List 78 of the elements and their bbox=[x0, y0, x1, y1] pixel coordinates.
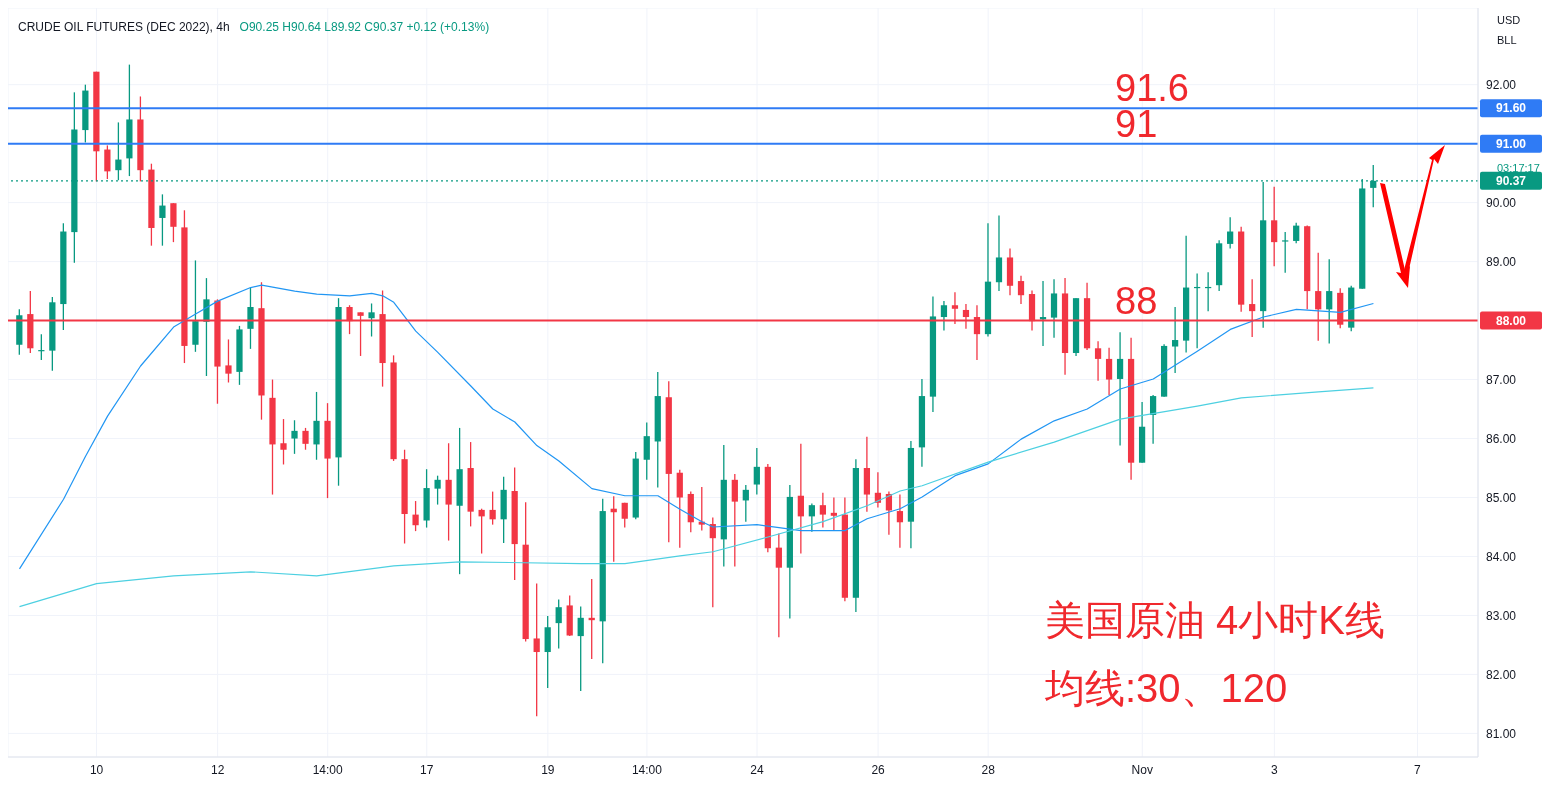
ref-line-label: 91.60 bbox=[1495, 101, 1527, 116]
candlestick bbox=[302, 427, 309, 451]
x-tick-label: 19 bbox=[541, 762, 555, 777]
candlestick bbox=[1017, 275, 1025, 305]
y-tick-label: 89.00 bbox=[1486, 254, 1517, 269]
ref-line-label: 91.00 bbox=[1495, 136, 1527, 151]
candlestick bbox=[808, 502, 815, 533]
x-tick-label: 14:00 bbox=[631, 762, 663, 777]
candlestick bbox=[753, 447, 760, 496]
text: BLL bbox=[1497, 34, 1517, 46]
x-tick-label: Nov bbox=[1131, 762, 1153, 777]
annotation: 88 bbox=[1115, 279, 1158, 322]
y-tick-label: 87.00 bbox=[1486, 372, 1517, 387]
candlestick bbox=[291, 419, 298, 455]
y-tick-label: 84.00 bbox=[1486, 549, 1517, 564]
line-series bbox=[18, 284, 1375, 570]
candlestick bbox=[533, 582, 540, 717]
y-tick-label: 90.00 bbox=[1486, 195, 1517, 210]
y-tick-label: 81.00 bbox=[1486, 726, 1517, 741]
candlestick bbox=[896, 493, 904, 549]
candlestick bbox=[203, 277, 210, 377]
candlestick bbox=[478, 508, 485, 555]
candlestick bbox=[225, 338, 232, 384]
candlestick bbox=[170, 202, 177, 243]
candlestick bbox=[412, 500, 419, 532]
candlestick bbox=[434, 475, 441, 506]
candlestick bbox=[1282, 231, 1289, 274]
candlestick bbox=[819, 492, 826, 529]
candlestick bbox=[489, 490, 496, 526]
x-tick-label: 7 bbox=[1414, 762, 1422, 777]
candlestick bbox=[104, 144, 111, 180]
candlestick bbox=[621, 502, 628, 529]
candlestick bbox=[1105, 347, 1113, 396]
x-tick-label: 24 bbox=[750, 762, 764, 777]
candlestick bbox=[742, 484, 749, 523]
x-tick-label: 12 bbox=[210, 762, 225, 777]
candlestick bbox=[192, 259, 199, 353]
candlestick bbox=[247, 286, 254, 350]
x-tick-label: 17 bbox=[420, 762, 434, 777]
text: USD bbox=[1497, 14, 1521, 26]
candlestick bbox=[775, 532, 782, 638]
candlestick bbox=[1293, 222, 1300, 244]
candlestick bbox=[1149, 394, 1157, 445]
ref-line-label: 90.37 bbox=[1495, 173, 1527, 188]
annotation: 均线:30、120 bbox=[1044, 666, 1288, 710]
candlestick bbox=[797, 443, 804, 555]
x-tick-label: 10 bbox=[89, 762, 104, 777]
candlestick bbox=[577, 605, 584, 692]
candlestick bbox=[115, 121, 122, 181]
candlestick bbox=[1094, 340, 1102, 382]
candlestick bbox=[643, 421, 650, 481]
candlestick bbox=[368, 302, 375, 338]
y-tick-label: 86.00 bbox=[1486, 431, 1517, 446]
candlestick bbox=[313, 391, 320, 461]
text: CRUDE OIL FUTURES (DEC 2022), 4h bbox=[18, 20, 230, 34]
y-tick-label: 82.00 bbox=[1486, 667, 1517, 682]
x-tick-label: 3 bbox=[1271, 762, 1279, 777]
text: O90.25 H90.64 L89.92 C90.37 +0.12 (+0.13%) bbox=[239, 20, 490, 34]
candlestick bbox=[731, 473, 738, 568]
candlestick bbox=[555, 598, 562, 650]
candlestick bbox=[1116, 331, 1124, 447]
candlestick bbox=[1326, 258, 1333, 345]
y-tick-label: 92.00 bbox=[1486, 77, 1517, 92]
candlestick bbox=[940, 300, 948, 332]
x-tick-label: 14:00 bbox=[312, 762, 344, 777]
ref-line-label: 88.00 bbox=[1495, 313, 1527, 328]
text: 03:17:17 bbox=[1497, 162, 1540, 174]
x-tick-label: 26 bbox=[871, 762, 886, 777]
y-tick-label: 85.00 bbox=[1486, 490, 1517, 505]
candlestick bbox=[280, 418, 287, 466]
y-tick-label: 83.00 bbox=[1486, 608, 1517, 623]
x-tick-label: 28 bbox=[981, 762, 996, 777]
candlestick bbox=[1227, 216, 1234, 250]
candlestick bbox=[159, 193, 166, 247]
candlestick bbox=[830, 496, 837, 532]
annotation: 美国原油 4小时K线 bbox=[1045, 598, 1386, 642]
candlestick bbox=[1271, 186, 1278, 267]
candlestick bbox=[1171, 306, 1179, 374]
